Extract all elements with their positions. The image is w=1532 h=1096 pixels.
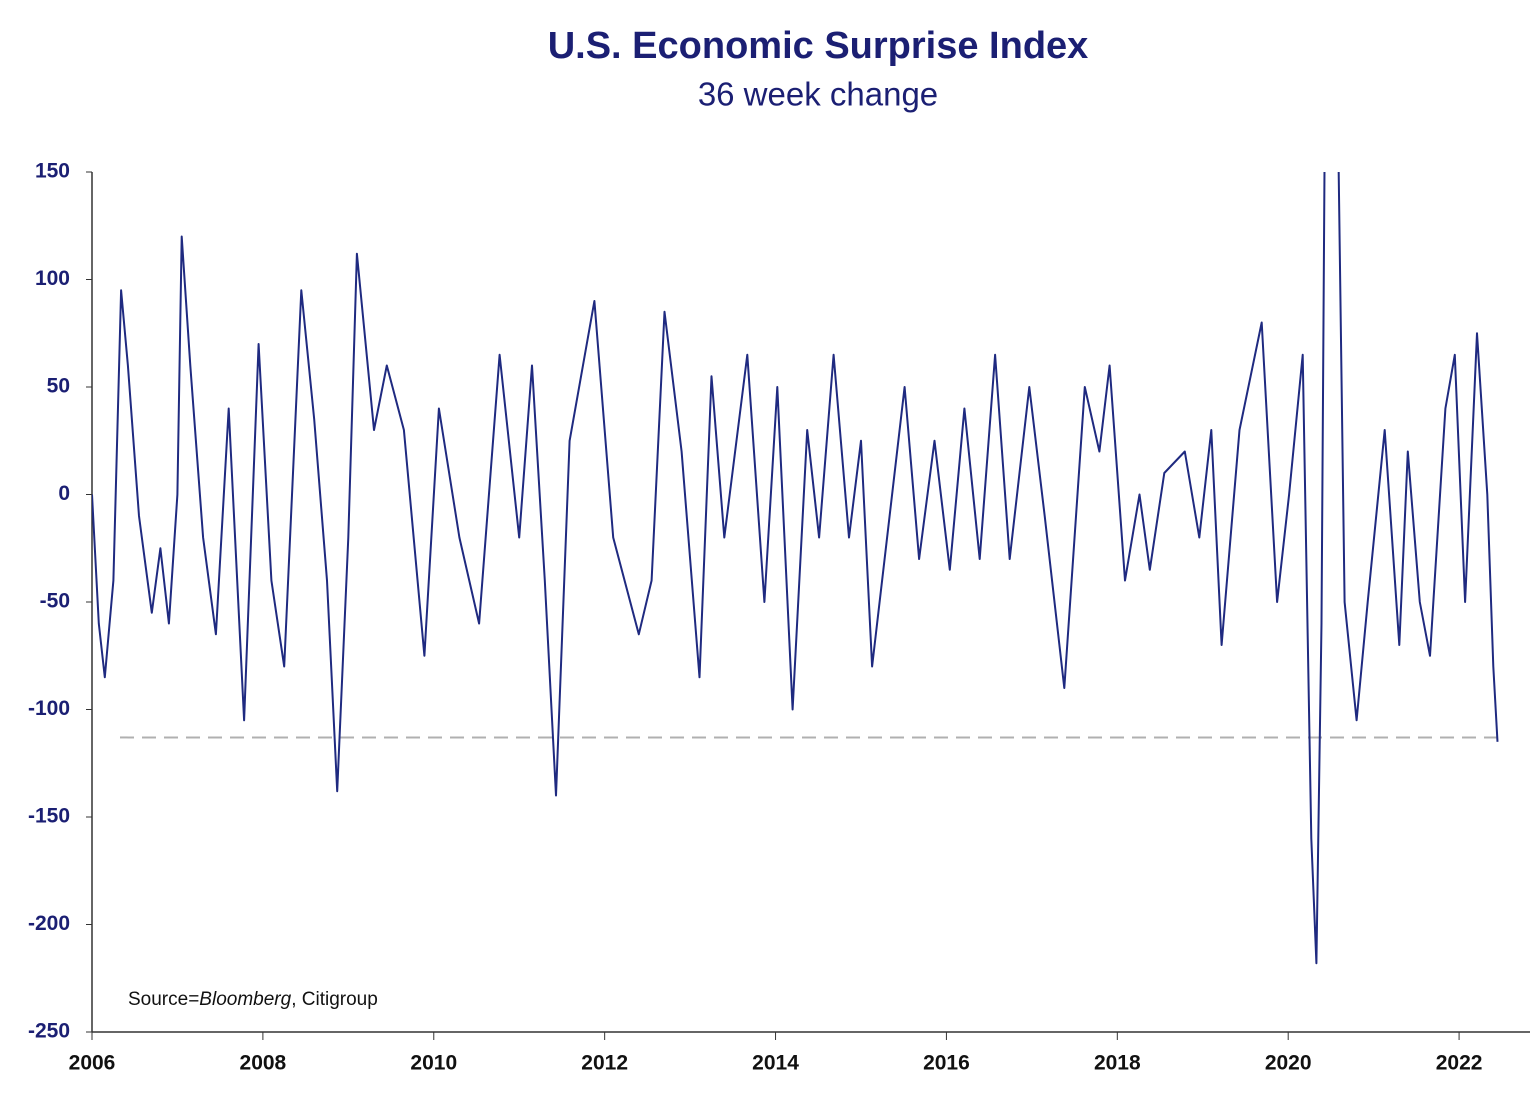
x-tick-label: 2008 (240, 1052, 287, 1075)
y-tick-label: 0 (58, 482, 70, 505)
series-line (92, 172, 1499, 965)
x-tick-label: 2010 (410, 1052, 457, 1075)
y-tick-label: -100 (28, 697, 70, 720)
source-prefix: Source= (128, 989, 199, 1010)
chart-title: U.S. Economic Surprise Index (548, 25, 1089, 67)
chart-subtitle: 36 week change (698, 76, 938, 113)
y-tick-label: -250 (28, 1020, 70, 1043)
x-tick-label: 2018 (1094, 1052, 1141, 1075)
source-suffix: , Citigroup (291, 989, 378, 1010)
source-note: Source=Bloomberg, Citigroup (128, 989, 378, 1010)
x-tick-label: 2014 (752, 1052, 799, 1075)
x-tick-label: 2012 (581, 1052, 628, 1075)
y-tick-label: 100 (35, 267, 70, 290)
y-tick-label: -200 (28, 912, 70, 935)
x-tick-label: 2020 (1265, 1052, 1312, 1075)
x-tick-label: 2022 (1436, 1052, 1483, 1075)
source-italic: Bloomberg (199, 989, 291, 1010)
y-tick-label: -50 (40, 590, 70, 613)
y-tick-label: 150 (35, 160, 70, 183)
y-tick-label: -150 (28, 805, 70, 828)
y-tick-label: 50 (47, 375, 70, 398)
x-tick-label: 2016 (923, 1052, 970, 1075)
x-tick-label: 2006 (69, 1052, 116, 1075)
